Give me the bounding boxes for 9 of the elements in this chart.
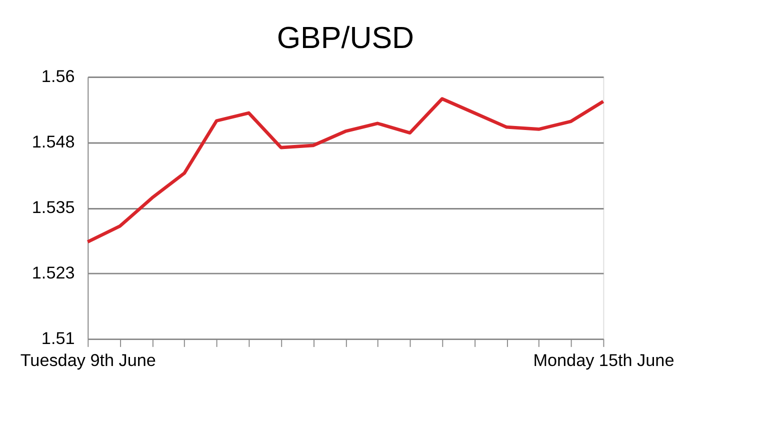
x-tick-label: Monday 15th June bbox=[533, 350, 674, 370]
y-tick-label: 1.56 bbox=[41, 66, 75, 86]
chart-title: GBP/USD bbox=[276, 21, 414, 56]
y-tick-label: 1.548 bbox=[32, 132, 75, 152]
x-tick-label: Tuesday 9th June bbox=[20, 350, 156, 370]
y-tick-label: 1.535 bbox=[32, 197, 75, 218]
y-tick-label: 1.523 bbox=[32, 262, 75, 283]
y-tick-label: 1.51 bbox=[41, 328, 75, 348]
line-series bbox=[86, 97, 605, 244]
